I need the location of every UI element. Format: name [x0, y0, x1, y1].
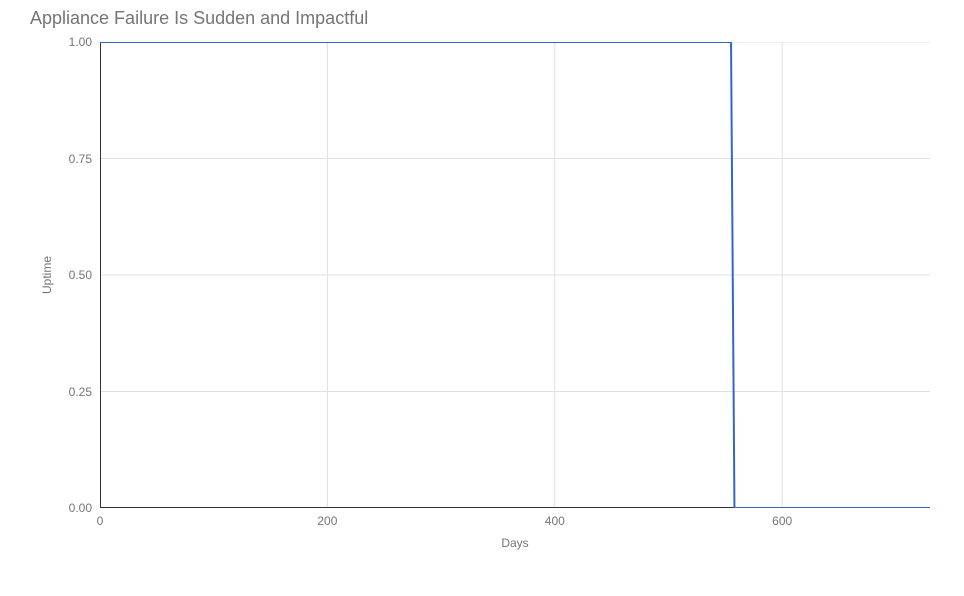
y-tick-label: 0.25 — [69, 385, 92, 399]
y-tick-label: 0.50 — [69, 268, 92, 282]
y-tick-label: 0.00 — [69, 501, 92, 515]
x-tick-label: 400 — [545, 514, 565, 528]
y-tick-label: 1.00 — [69, 35, 92, 49]
y-axis-label: Uptime — [40, 256, 54, 294]
x-axis-label: Days — [501, 536, 528, 550]
chart-container: Appliance Failure Is Sudden and Impactfu… — [0, 0, 964, 596]
x-tick-label: 0 — [97, 514, 104, 528]
plot-svg — [100, 42, 930, 508]
x-tick-label: 200 — [317, 514, 337, 528]
chart-title: Appliance Failure Is Sudden and Impactfu… — [30, 8, 368, 29]
y-tick-label: 0.75 — [69, 152, 92, 166]
x-tick-label: 600 — [772, 514, 792, 528]
